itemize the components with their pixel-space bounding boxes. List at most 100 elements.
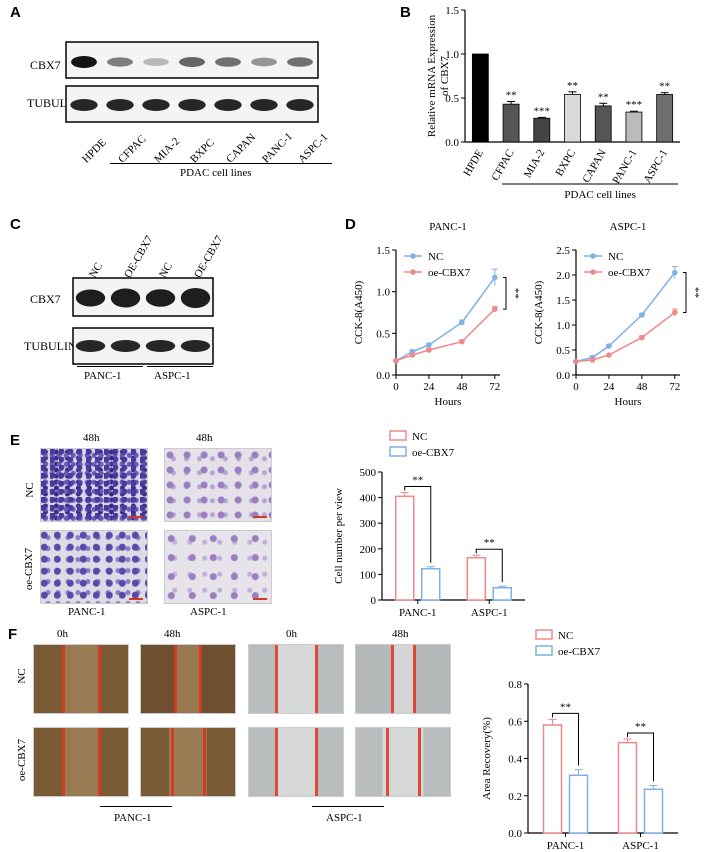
chart-d-legend-label: NC (428, 251, 443, 263)
blot-a-lane-label: CAPAN (224, 131, 259, 166)
wound-edge (418, 728, 421, 796)
chart-b: 0.0 0.5 1.0 1.5 HPDE ** CFPAC *** MIA-2 ** BXPC ** C… (426, 5, 680, 201)
wound-edge (413, 645, 416, 713)
chart-d-point (606, 343, 612, 349)
chart-d-series-line (575, 311, 676, 363)
blot-band (287, 57, 313, 67)
chart-e-legend-label: oe-CBX7 (412, 447, 455, 459)
chart-d-point (573, 358, 579, 365)
blot-band (180, 340, 211, 352)
images-f-row-label-nc: NC (16, 668, 28, 684)
chart-d-y-label: CCK-8(A450) (353, 280, 365, 344)
chart-d-x-tick-label: 0 (573, 381, 579, 393)
chart-b-y-tick-label: 1.5 (445, 5, 459, 17)
chart-e-y-tick-label: 200 (360, 544, 377, 556)
chart-e-y-tick-label: 300 (360, 518, 377, 530)
chart-d-legend-label: NC (608, 251, 623, 263)
chart-d-y-tick-label: 2.5 (556, 245, 570, 257)
chart-d-point (639, 312, 645, 318)
chart-d-y-tick-label: 1.0 (556, 320, 570, 332)
blot-band (143, 58, 169, 66)
chart-d-point (459, 338, 465, 345)
blot-band (214, 99, 242, 111)
chart-b-y-label: of CBX7 (439, 55, 451, 96)
images-e-col-footer-2: ASPC-1 (190, 606, 227, 618)
blot-a-row-label-cbx7: CBX7 (30, 58, 61, 72)
images-f-col-header-3: 0h (286, 628, 297, 640)
images-f-col-header-4: 48h (392, 628, 409, 640)
chart-b-x-tick-label: BXPC (553, 148, 578, 179)
scale-bar (253, 516, 267, 518)
chart-d-legend-label: oe-CBX7 (608, 267, 651, 279)
blot-a-lane-label: HPDE (80, 136, 109, 166)
chart-d-point (459, 319, 465, 326)
chart-f-bar (643, 788, 664, 834)
blot-band (180, 288, 211, 308)
blot-a-group-label: PDAC cell lines (180, 167, 252, 179)
chart-d-point (639, 334, 645, 341)
blot-band (75, 289, 106, 307)
chart-e-legend-swatch (389, 430, 407, 441)
wound-image-aspc1-nc-48h (355, 644, 451, 714)
images-e-row-label-nc: NC (24, 482, 36, 498)
chart-d-y-tick-label: 1.5 (376, 245, 390, 257)
blot-a-lane-label: CFPAC (116, 133, 149, 166)
chart-d-x-label: Hours (435, 396, 462, 408)
wound-image-aspc1-nc-0h (248, 644, 344, 714)
blot-a-lane-label: ASPC-1 (296, 131, 331, 166)
blot-a-lane-label: PANC-1 (260, 130, 296, 166)
chart-d-x-tick-label: 24 (603, 381, 615, 393)
blot-a-group-line (110, 163, 332, 164)
chart-f-y-tick-label: 0.8 (508, 679, 522, 691)
blot-c-group-label-panc1: PANC-1 (84, 370, 122, 382)
chart-e-y-tick-label: 400 (360, 493, 377, 505)
images-e-col-header-1: 48h (83, 432, 100, 444)
chart-e-bar (466, 557, 486, 601)
chart-b-x-tick-label: CFPAC (489, 148, 516, 183)
chart-d-x-tick-label: 48 (636, 381, 648, 393)
panel-letter-e: E (10, 432, 21, 449)
chart-f-legend-swatch (535, 645, 553, 656)
chart-b-bar (656, 94, 674, 143)
wound-image-panc1-nc-48h (140, 644, 236, 714)
chart-d-y-tick-label: 2.0 (556, 270, 570, 282)
chart-d-legend-swatch (410, 269, 416, 275)
transwell-image-aspc1-oe (164, 530, 272, 604)
blot-band (142, 99, 170, 111)
images-f-group-label-aspc1: ASPC-1 (326, 812, 363, 824)
scale-bar (253, 598, 267, 600)
blot-a-lane-label: MIA-2 (152, 135, 183, 166)
chart-d-aspc1: ASPC-1 0.0 0.5 1.0 1.5 2.0 2.5 0 24 48 72 Hours CCK-… (533, 221, 701, 408)
chart-f-bar (617, 741, 638, 834)
chart-e-legend-label: NC (412, 431, 427, 443)
chart-d-legend-swatch (590, 269, 596, 275)
transwell-image-panc1-nc (40, 448, 148, 522)
wound-edge (315, 645, 318, 713)
panel-letter-c: C (10, 216, 21, 233)
chart-b-bar (471, 53, 489, 143)
chart-d-x-tick-label: 48 (456, 381, 468, 393)
chart-f-bar (568, 774, 589, 834)
chart-b-significance: ** (567, 80, 578, 92)
chart-d-point (589, 357, 596, 363)
wound-edge (386, 728, 389, 796)
chart-f-significance: ** (560, 701, 571, 713)
chart-d-point (492, 306, 498, 312)
chart-d-point (492, 274, 498, 281)
chart-d-y-tick-label: 0.0 (556, 370, 570, 382)
chart-d-point (672, 269, 678, 276)
chart-b-y-tick-label: 0.5 (445, 93, 459, 105)
blot-band (215, 57, 241, 67)
chart-d-x-tick-label: 72 (489, 381, 500, 393)
chart-b-bar (625, 111, 643, 143)
chart-e-x-tick-label: ASPC-1 (471, 607, 508, 619)
chart-b-x-tick-label: MIA-2 (522, 148, 548, 180)
blot-band (251, 57, 277, 67)
chart-d-point (393, 358, 399, 364)
blot-band (110, 340, 141, 352)
transwell-image-aspc1-nc (164, 448, 272, 522)
chart-e-y-tick-label: 0 (371, 595, 377, 607)
chart-e-significance-bracket (404, 485, 432, 563)
wound-edge (174, 645, 177, 713)
panel-letter-d: D (345, 216, 356, 233)
